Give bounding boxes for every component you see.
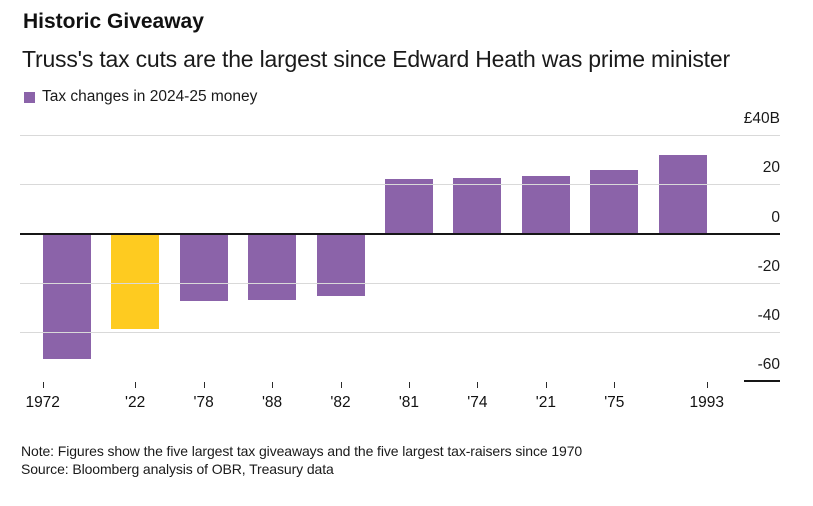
x-axis-tick xyxy=(135,382,137,388)
bar xyxy=(248,233,297,300)
chart-note: Note: Figures show the five largest tax … xyxy=(21,443,583,459)
x-axis-label: '22 xyxy=(125,394,146,411)
y-axis-label: -40 xyxy=(757,306,780,324)
page-title: Historic Giveaway xyxy=(23,10,204,33)
x-axis-label: 1993 xyxy=(689,394,724,411)
gridline xyxy=(20,282,780,284)
y-axis-label: 0 xyxy=(771,208,780,226)
bar xyxy=(111,233,160,330)
x-axis-tick xyxy=(408,382,410,388)
x-axis-tick xyxy=(203,382,205,388)
x-axis-label: '88 xyxy=(261,394,283,411)
legend: Tax changes in 2024-25 money xyxy=(24,88,257,106)
chart-subtitle: Truss's tax cuts are the largest since E… xyxy=(22,46,730,72)
x-axis-tick xyxy=(706,382,708,388)
x-axis-tick xyxy=(42,382,44,388)
x-axis-label: '75 xyxy=(604,394,625,411)
x-axis-tick xyxy=(340,382,342,388)
y-axis-label: 20 xyxy=(762,159,780,177)
y-axis-label: -20 xyxy=(757,257,780,275)
y-axis-label: -60 xyxy=(757,356,780,374)
bar xyxy=(590,169,639,234)
x-axis-label: '74 xyxy=(467,394,488,411)
gridline xyxy=(20,331,780,333)
x-axis-tick xyxy=(477,382,479,388)
legend-label: Tax changes in 2024-25 money xyxy=(42,88,258,105)
gridline xyxy=(20,184,780,186)
bar xyxy=(384,179,433,234)
x-axis-label: '81 xyxy=(398,394,420,411)
x-axis-tick xyxy=(545,382,547,388)
x-axis-label: '21 xyxy=(535,394,556,411)
bar xyxy=(453,178,502,234)
zero-axis-line xyxy=(20,232,780,235)
x-axis-label: '82 xyxy=(330,394,351,411)
bar xyxy=(42,233,91,359)
x-axis-label: '78 xyxy=(193,394,214,411)
x-axis-tick xyxy=(272,382,274,388)
bar xyxy=(658,154,707,234)
bar xyxy=(316,233,365,297)
bar xyxy=(179,233,228,302)
gridline xyxy=(20,135,780,137)
legend-swatch-icon xyxy=(24,91,35,103)
x-axis-tick xyxy=(614,382,616,388)
chart-footnotes: Note: Figures show the five largest tax … xyxy=(21,443,582,478)
axis-end-segment xyxy=(744,380,780,383)
x-axis-label: 1972 xyxy=(25,394,60,411)
chart-source: Source: Bloomberg analysis of OBR, Treas… xyxy=(21,460,334,477)
bar xyxy=(521,175,570,234)
y-axis-label: £40B xyxy=(743,110,780,128)
